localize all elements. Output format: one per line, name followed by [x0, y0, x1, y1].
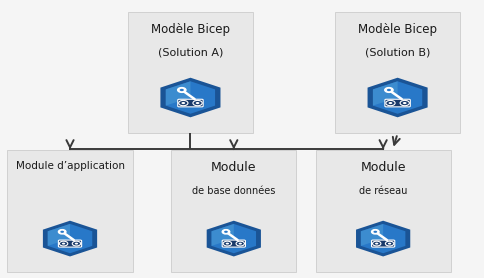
Circle shape — [402, 102, 406, 104]
Polygon shape — [160, 78, 220, 117]
Circle shape — [225, 243, 228, 245]
Circle shape — [236, 241, 244, 246]
FancyBboxPatch shape — [371, 240, 394, 247]
Circle shape — [374, 243, 378, 245]
Circle shape — [385, 241, 393, 246]
FancyBboxPatch shape — [334, 12, 459, 133]
Circle shape — [224, 231, 227, 233]
Circle shape — [181, 102, 185, 104]
Circle shape — [177, 88, 185, 92]
Polygon shape — [166, 81, 214, 114]
Circle shape — [72, 241, 80, 246]
Circle shape — [58, 230, 66, 234]
FancyBboxPatch shape — [128, 12, 253, 133]
FancyBboxPatch shape — [222, 240, 245, 247]
Circle shape — [222, 230, 229, 234]
Polygon shape — [360, 224, 382, 246]
Circle shape — [193, 100, 202, 106]
FancyBboxPatch shape — [384, 99, 409, 107]
Circle shape — [388, 102, 392, 104]
Text: (Solution B): (Solution B) — [364, 48, 429, 58]
Circle shape — [386, 89, 390, 91]
Polygon shape — [43, 221, 97, 257]
FancyBboxPatch shape — [315, 150, 450, 272]
Polygon shape — [211, 224, 233, 246]
Text: Modèle Bicep: Modèle Bicep — [151, 23, 229, 36]
Circle shape — [371, 230, 378, 234]
Polygon shape — [360, 224, 405, 253]
Polygon shape — [206, 221, 260, 257]
Text: Module: Module — [360, 161, 405, 174]
Polygon shape — [372, 81, 422, 114]
Circle shape — [223, 241, 231, 246]
Circle shape — [238, 243, 242, 245]
Text: (Solution A): (Solution A) — [157, 48, 223, 58]
Circle shape — [180, 89, 183, 91]
Circle shape — [75, 243, 78, 245]
Text: Modèle Bicep: Modèle Bicep — [357, 23, 436, 36]
Circle shape — [399, 100, 408, 106]
Circle shape — [178, 100, 188, 106]
Circle shape — [384, 88, 392, 92]
FancyBboxPatch shape — [171, 150, 296, 272]
Polygon shape — [47, 224, 70, 246]
FancyBboxPatch shape — [7, 150, 132, 272]
Text: Module: Module — [211, 161, 256, 174]
Circle shape — [196, 102, 199, 104]
Circle shape — [62, 243, 65, 245]
FancyBboxPatch shape — [58, 240, 81, 247]
Polygon shape — [166, 81, 190, 106]
FancyBboxPatch shape — [177, 99, 203, 107]
Text: de réseau: de réseau — [358, 186, 407, 196]
Circle shape — [373, 231, 377, 233]
Circle shape — [385, 100, 394, 106]
Text: de base données: de base données — [192, 186, 275, 196]
Polygon shape — [355, 221, 409, 257]
Circle shape — [59, 241, 68, 246]
Polygon shape — [211, 224, 256, 253]
Polygon shape — [372, 81, 397, 106]
Text: Module d’application: Module d’application — [15, 161, 124, 171]
Polygon shape — [367, 78, 427, 117]
Circle shape — [60, 231, 64, 233]
Circle shape — [387, 243, 391, 245]
Polygon shape — [48, 224, 92, 253]
Circle shape — [372, 241, 380, 246]
